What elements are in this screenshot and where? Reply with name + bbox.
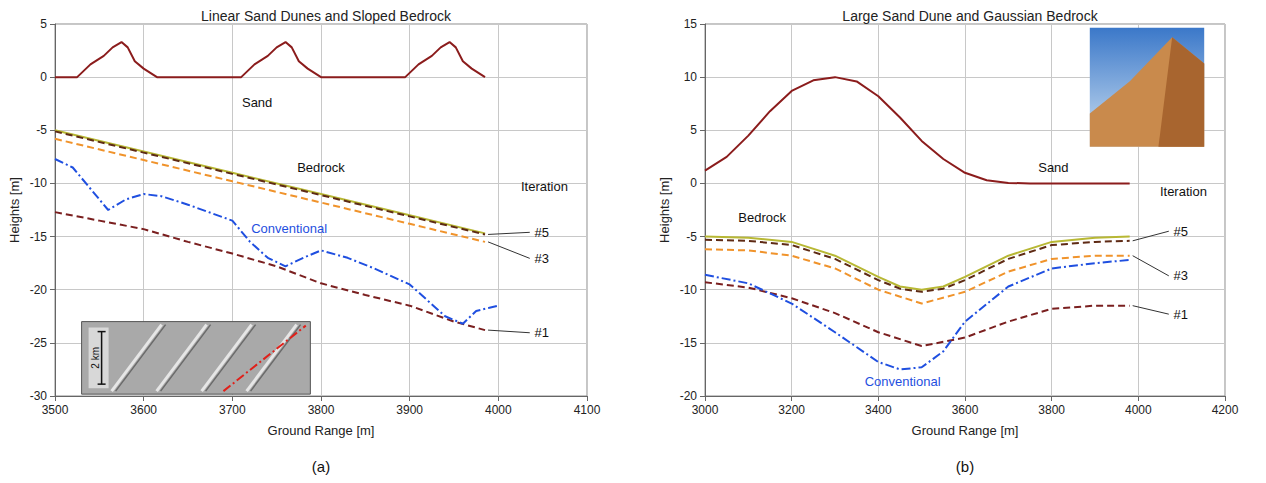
svg-text:Sand: Sand (242, 95, 272, 110)
svg-text:-15: -15 (680, 336, 698, 350)
svg-text:4000: 4000 (1125, 403, 1152, 417)
svg-text:#3: #3 (535, 251, 549, 266)
svg-text:3500: 3500 (42, 403, 69, 417)
svg-text:Iteration: Iteration (521, 179, 568, 194)
svg-text:-10: -10 (30, 176, 48, 190)
svg-text:3000: 3000 (692, 403, 719, 417)
svg-text:3200: 3200 (778, 403, 805, 417)
svg-text:(a): (a) (312, 458, 330, 475)
svg-text:#1: #1 (535, 325, 549, 340)
svg-text:15: 15 (684, 17, 698, 31)
svg-text:-20: -20 (680, 389, 698, 403)
svg-text:-30: -30 (30, 389, 48, 403)
svg-text:Linear Sand Dunes and Sloped B: Linear Sand Dunes and Sloped Bedrock (201, 8, 452, 24)
svg-text:Heights [m]: Heights [m] (657, 177, 672, 243)
svg-text:-15: -15 (30, 230, 48, 244)
svg-text:3600: 3600 (952, 403, 979, 417)
svg-text:Conventional: Conventional (251, 221, 327, 236)
svg-text:3800: 3800 (1038, 403, 1065, 417)
svg-text:Bedrock: Bedrock (297, 160, 345, 175)
svg-text:Sand: Sand (1038, 160, 1068, 175)
svg-text:3800: 3800 (308, 403, 335, 417)
svg-text:-20: -20 (30, 283, 48, 297)
svg-text:Conventional: Conventional (865, 374, 941, 389)
svg-text:#5: #5 (535, 225, 549, 240)
svg-text:0: 0 (690, 176, 697, 190)
svg-text:Ground Range [m]: Ground Range [m] (912, 423, 1019, 438)
svg-text:5: 5 (40, 17, 47, 31)
svg-text:#3: #3 (1174, 268, 1188, 283)
svg-text:5: 5 (690, 123, 697, 137)
svg-text:10: 10 (684, 70, 698, 84)
svg-text:#5: #5 (1174, 224, 1188, 239)
svg-text:3400: 3400 (865, 403, 892, 417)
svg-text:-25: -25 (30, 336, 48, 350)
svg-text:0: 0 (40, 70, 47, 84)
svg-text:-5: -5 (686, 230, 697, 244)
svg-text:3900: 3900 (396, 403, 423, 417)
svg-text:Heights [m]: Heights [m] (7, 177, 22, 243)
svg-text:#1: #1 (1174, 307, 1188, 322)
svg-text:Iteration: Iteration (1160, 184, 1207, 199)
svg-text:-5: -5 (36, 123, 47, 137)
svg-text:4200: 4200 (1212, 403, 1239, 417)
svg-text:4100: 4100 (574, 403, 601, 417)
svg-text:-10: -10 (680, 283, 698, 297)
svg-text:Bedrock: Bedrock (738, 210, 786, 225)
svg-text:(b): (b) (956, 458, 974, 475)
svg-text:Large Sand Dune and Gaussian B: Large Sand Dune and Gaussian Bedrock (842, 8, 1098, 24)
svg-text:2 km: 2 km (90, 347, 101, 369)
svg-text:3700: 3700 (219, 403, 246, 417)
svg-text:Ground Range [m]: Ground Range [m] (268, 423, 375, 438)
svg-text:4000: 4000 (485, 403, 512, 417)
svg-text:3600: 3600 (130, 403, 157, 417)
